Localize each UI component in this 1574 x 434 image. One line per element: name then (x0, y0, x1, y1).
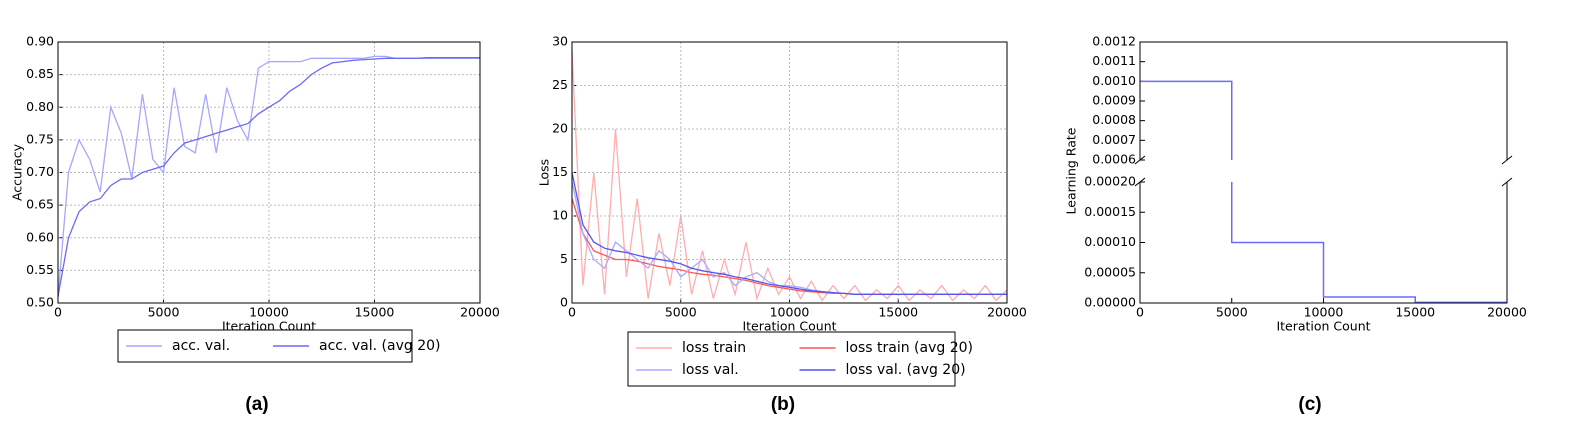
y-tick-label: 0.0012 (1092, 34, 1136, 49)
y-tick-label: 5 (560, 251, 568, 266)
step-line (1231, 182, 1507, 303)
y-tick-label: 30 (552, 34, 568, 49)
y-tick-label: 0.55 (26, 262, 54, 277)
x-tick-label: 15000 (1395, 305, 1435, 320)
y-axis-label: Accuracy (10, 143, 25, 201)
y-tick-label: 25 (552, 77, 568, 92)
y-tick-label: 0.0011 (1092, 53, 1136, 68)
y-tick-label: 0.0010 (1092, 73, 1136, 88)
legend-label: acc. val. (172, 338, 230, 354)
y-tick-label: 0.60 (26, 229, 54, 244)
x-tick-label: 10000 (1304, 305, 1344, 320)
x-tick-label: 5000 (665, 305, 697, 320)
axis-break (1134, 155, 1146, 165)
x-tick-label: 20000 (987, 305, 1027, 320)
caption: (b) (771, 394, 795, 415)
x-tick-label: 10000 (770, 305, 810, 320)
y-tick-label: 0.00005 (1084, 264, 1136, 279)
plot-frame (571, 41, 1008, 304)
legend-box (627, 331, 956, 387)
y-tick-label: 15 (552, 164, 568, 179)
axis-break (1501, 177, 1513, 187)
series-line (571, 172, 1007, 295)
y-tick-label: 0.00010 (1084, 234, 1136, 249)
y-axis-label: Loss (537, 159, 552, 186)
x-tick-label: 20000 (1487, 305, 1527, 320)
legend-label: loss val. (682, 362, 739, 378)
y-tick-label: 0.75 (26, 131, 54, 146)
axis-break (1134, 177, 1146, 187)
y-tick-label: 0.50 (26, 295, 54, 310)
legend-label: loss train (avg 20) (846, 340, 973, 356)
legend-label: acc. val. (avg 20) (319, 338, 440, 354)
y-tick-label: 0.90 (26, 34, 54, 49)
caption: (c) (1298, 394, 1321, 415)
y-tick-label: 0.80 (26, 99, 54, 114)
legend-label: loss val. (avg 20) (846, 362, 966, 378)
series-line (57, 57, 480, 297)
x-tick-label: 0 (568, 305, 576, 320)
x-tick-label: 0 (1136, 305, 1144, 320)
x-tick-label: 0 (54, 305, 62, 320)
plot-frame (57, 41, 481, 304)
x-axis-label: Iteration Count (1276, 319, 1370, 334)
caption: (a) (245, 394, 268, 415)
x-tick-label: 5000 (148, 305, 180, 320)
x-tick-label: 15000 (355, 305, 395, 320)
y-tick-label: 0.0007 (1092, 132, 1136, 147)
panel-frame (1139, 41, 1508, 160)
x-tick-label: 10000 (249, 305, 289, 320)
y-tick-label: 0.00015 (1084, 204, 1136, 219)
y-tick-label: 0.70 (26, 164, 54, 179)
y-tick-label: 0.85 (26, 66, 54, 81)
series-line (57, 55, 480, 297)
y-tick-label: 0.0009 (1092, 93, 1136, 108)
legend-box (117, 329, 413, 363)
x-tick-label: 15000 (878, 305, 918, 320)
y-tick-label: 0.0008 (1092, 112, 1136, 127)
step-line (1140, 80, 1233, 160)
legend-label: loss train (682, 340, 746, 356)
y-tick-label: 0.65 (26, 197, 54, 212)
y-tick-label: 20 (552, 121, 568, 136)
x-tick-label: 5000 (1216, 305, 1248, 320)
y-tick-label: 0 (560, 295, 568, 310)
panel-frame (1139, 182, 1508, 304)
x-axis-label: Iteration Count (742, 319, 836, 334)
y-tick-label: 0.00020 (1084, 174, 1136, 189)
y-tick-label: 10 (552, 208, 568, 223)
y-tick-label: 0.00000 (1084, 295, 1136, 310)
y-axis-label: Learning Rate (1064, 127, 1079, 214)
y-tick-label: 0.0006 (1092, 152, 1136, 167)
x-tick-label: 20000 (460, 305, 500, 320)
axis-break (1501, 155, 1513, 165)
